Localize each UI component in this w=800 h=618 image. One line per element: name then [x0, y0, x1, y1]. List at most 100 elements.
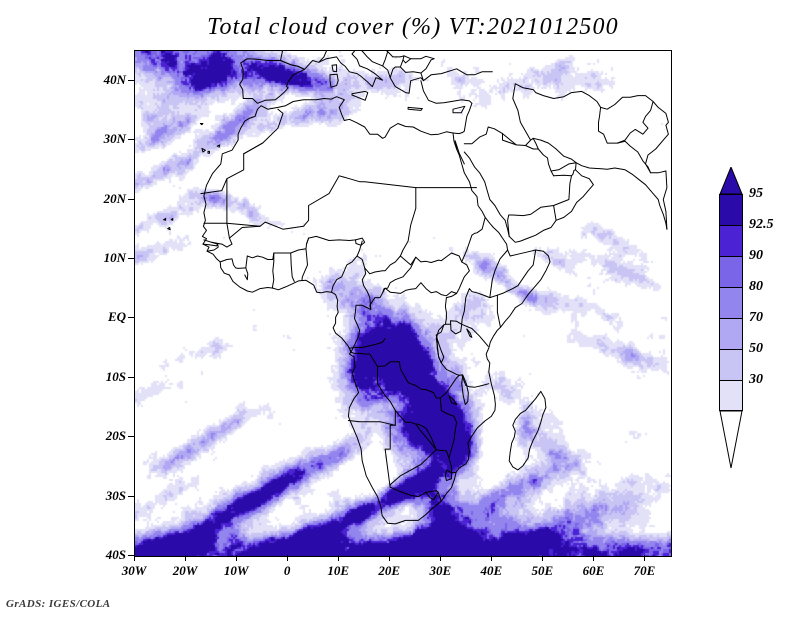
map-boundary-path: [496, 249, 537, 296]
map-boundary-path: [382, 256, 417, 294]
map-boundary-path: [347, 420, 396, 426]
y-axis-label: 10S: [105, 368, 126, 384]
map-boundary-path: [355, 237, 366, 246]
map-boundary-path: [437, 449, 457, 474]
x-axis-tick: [389, 555, 391, 561]
x-axis-tick: [287, 555, 289, 561]
y-axis-tick: [128, 376, 134, 378]
x-axis-label: 20W: [172, 563, 198, 578]
y-axis-tick: [128, 317, 134, 319]
y-axis-label: 30S: [105, 487, 126, 503]
cloud-cover-raster: [135, 51, 671, 556]
map-boundary-path: [662, 170, 668, 230]
map-boundary-path: [444, 469, 452, 481]
map-boundary-path: [219, 258, 247, 269]
map-plot-area: [128, 50, 672, 561]
x-axis-tick: [236, 555, 238, 561]
map-boundary-path: [435, 323, 460, 376]
y-axis-label: 40N: [103, 71, 126, 87]
map-boundary-path: [452, 102, 473, 135]
map-boundary-path: [461, 288, 501, 328]
map-boundary-path: [290, 252, 295, 282]
y-axis-tick: [128, 436, 134, 438]
x-axis-label: 0: [283, 563, 291, 578]
colorbar-tick-label: 80: [749, 279, 763, 294]
x-axis-label: 10E: [327, 563, 350, 578]
colorbar-bottom-arrow-icon: [719, 411, 743, 469]
colorbar-tick-label: 95: [749, 186, 763, 201]
map-boundary-path: [450, 320, 463, 335]
map-boundary-path: [199, 123, 204, 126]
map-boundary-path: [301, 248, 308, 281]
y-axis-label: 30N: [103, 131, 126, 147]
y-axis-tick: [128, 257, 134, 259]
map-boundary-path: [435, 324, 445, 340]
map-boundary-path: [246, 237, 310, 260]
map-boundary-path: [439, 374, 460, 399]
y-axis-tick: [128, 198, 134, 200]
x-axis-tick: [593, 555, 595, 561]
map-boundary-path: [454, 140, 465, 165]
map-boundary-path: [356, 240, 372, 310]
page-title: Total cloud cover (%) VT:2021012500: [0, 14, 800, 41]
map-boundary-path: [329, 73, 339, 88]
map-boundary-path: [420, 80, 473, 104]
map-boundary-path: [550, 170, 555, 177]
map-boundary-path: [403, 55, 412, 60]
map-boundary-path: [439, 397, 442, 411]
colorbar-bands: [719, 194, 743, 411]
map-boundary-path: [645, 101, 669, 174]
map-boundary-path: [389, 59, 404, 79]
map-boundary-path: [507, 175, 572, 237]
map-boundary-path: [600, 95, 654, 144]
map-boundary-path: [239, 58, 305, 104]
y-axis-label: 20S: [105, 428, 126, 444]
colorbar-band: [719, 194, 743, 225]
map-frame: [134, 50, 672, 557]
map-boundary-path: [532, 137, 668, 230]
map-boundary-path: [206, 241, 219, 252]
map-boundary-path: [243, 108, 284, 155]
map-boundary-path: [377, 366, 417, 425]
y-axis-tick: [128, 79, 134, 81]
map-boundary-path: [444, 292, 458, 325]
map-boundary-path: [318, 51, 327, 63]
x-axis-label: 40E: [480, 563, 503, 578]
map-boundary-path: [244, 255, 249, 281]
map-boundary-path: [200, 153, 245, 195]
x-axis-tick: [542, 555, 544, 561]
map-boundary-path: [348, 338, 386, 349]
map-boundary-path: [331, 64, 338, 73]
map-boundary-path: [489, 249, 509, 299]
colorbar-band: [719, 380, 743, 411]
map-boundary-path: [331, 255, 358, 293]
map-boundary-path: [384, 409, 396, 488]
colorbar-band: [719, 287, 743, 318]
colorbar-tick-label: 70: [749, 310, 763, 325]
map-boundary-path: [382, 51, 389, 67]
map-boundary-path: [512, 83, 667, 174]
map-boundary-path: [440, 409, 458, 459]
y-axis-label: 10N: [103, 249, 126, 265]
map-boundary-path: [463, 137, 594, 243]
map-boundary-path: [203, 222, 233, 248]
map-boundary-path: [350, 351, 441, 399]
y-axis-tick: [128, 555, 134, 556]
map-boundary-path: [458, 374, 490, 388]
x-axis-tick: [644, 555, 646, 561]
map-boundary-path: [385, 51, 435, 64]
map-boundary-path: [351, 90, 369, 101]
map-boundary-path: [280, 60, 305, 70]
map-boundary-path: [201, 147, 206, 153]
colorbar: 95 92.5 90 80 70 50 30: [719, 167, 774, 469]
map-boundary-path: [553, 169, 576, 177]
map-boundary-path: [407, 106, 423, 111]
map-boundary-path: [243, 142, 264, 155]
map-boundary-path: [461, 216, 486, 263]
page-title-text: Total cloud cover (%) VT:2021012500: [207, 14, 619, 40]
y-axis-label: 40S: [105, 547, 126, 562]
x-axis-tick: [338, 555, 340, 561]
map-boundary-path: [228, 225, 261, 239]
map-boundary-path: [553, 205, 557, 221]
map-boundary-path: [466, 328, 473, 338]
